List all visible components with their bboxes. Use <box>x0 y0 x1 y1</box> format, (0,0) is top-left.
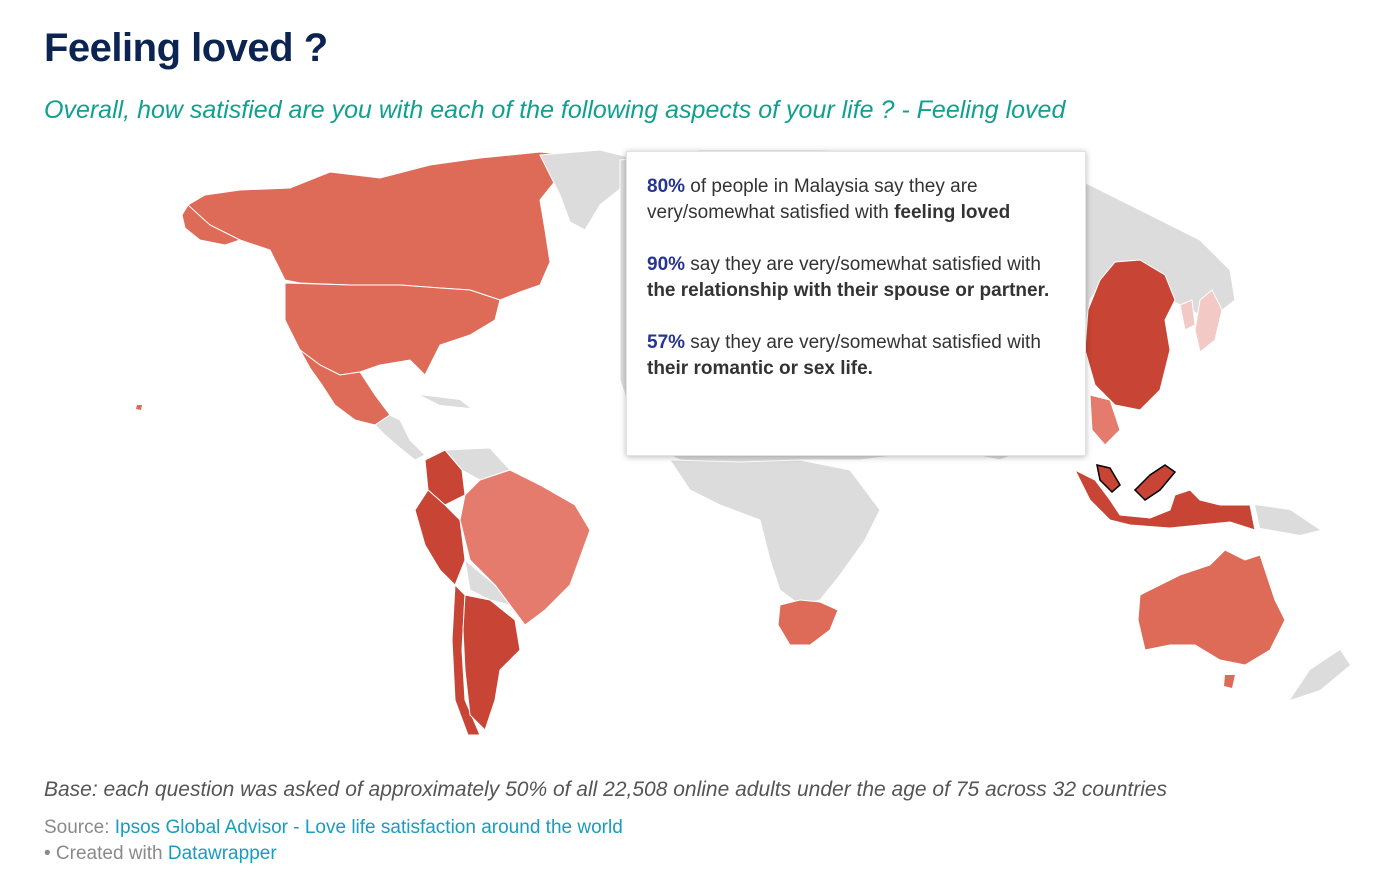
map-central-america[interactable] <box>374 414 426 461</box>
tooltip-bold-2: the relationship with their spouse or pa… <box>647 280 1050 301</box>
tooltip-pct-3: 57% <box>647 332 686 353</box>
map-africa[interactable] <box>669 459 881 606</box>
tooltip-pct-1: 80% <box>647 176 686 197</box>
source-line: Source: Ipsos Global Advisor - Love life… <box>44 817 623 839</box>
tooltip-text-3: say they are very/somewhat satisfied wit… <box>685 332 1041 353</box>
chart-title: Feeling loved ? <box>44 26 328 70</box>
country-tooltip: 80% of people in Malaysia say they are v… <box>626 151 1086 456</box>
map-indonesia[interactable] <box>1073 468 1256 531</box>
map-korea[interactable] <box>1179 299 1196 331</box>
tooltip-bold-3: their romantic or sex life. <box>647 358 873 379</box>
tooltip-paragraph-feeling-loved: 80% of people in Malaysia say they are v… <box>647 174 1065 226</box>
source-label: Source: <box>44 817 115 838</box>
map-peru[interactable] <box>414 489 466 586</box>
map-malaysia-borneo[interactable] <box>1133 464 1177 501</box>
map-china[interactable] <box>1084 259 1176 411</box>
tooltip-bold-1: feeling loved <box>894 202 1011 223</box>
map-brazil[interactable] <box>459 469 591 626</box>
map-malaysia-peninsula[interactable] <box>1096 464 1121 494</box>
datawrapper-link[interactable]: Datawrapper <box>167 843 277 864</box>
map-usa[interactable] <box>284 282 501 376</box>
tooltip-text-1: of people in Malaysia say they are very/… <box>647 176 978 223</box>
map-cuba[interactable] <box>420 395 470 408</box>
tooltip-text-2: say they are very/somewhat satisfied wit… <box>685 254 1041 275</box>
source-link[interactable]: Ipsos Global Advisor - Love life satisfa… <box>114 817 623 838</box>
map-canada[interactable] <box>187 151 582 301</box>
map-bolivia-paraguay[interactable] <box>464 558 512 606</box>
map-papua[interactable] <box>1255 505 1320 535</box>
map-new-zealand[interactable] <box>1290 650 1350 700</box>
tooltip-paragraph-relationship: 90% say they are very/somewhat satisfied… <box>647 252 1065 304</box>
map-japan[interactable] <box>1194 289 1223 353</box>
created-prefix: • Created with <box>44 843 168 864</box>
created-with-line: • Created with Datawrapper <box>44 843 277 865</box>
base-note: Base: each question was asked of approxi… <box>44 778 1168 801</box>
tooltip-pct-2: 90% <box>647 254 686 275</box>
map-argentina[interactable] <box>462 594 521 731</box>
map-hawaii[interactable] <box>136 405 142 410</box>
map-greenland[interactable] <box>539 149 641 231</box>
map-south-africa[interactable] <box>777 599 839 646</box>
tooltip-paragraph-romantic: 57% say they are very/somewhat satisfied… <box>647 330 1065 382</box>
map-australia[interactable] <box>1137 549 1286 666</box>
map-southeast-asia[interactable] <box>1089 394 1121 446</box>
map-tasmania[interactable] <box>1224 675 1235 688</box>
chart-subtitle: Overall, how satisfied are you with each… <box>44 96 1066 124</box>
map-alaska[interactable] <box>181 204 242 246</box>
